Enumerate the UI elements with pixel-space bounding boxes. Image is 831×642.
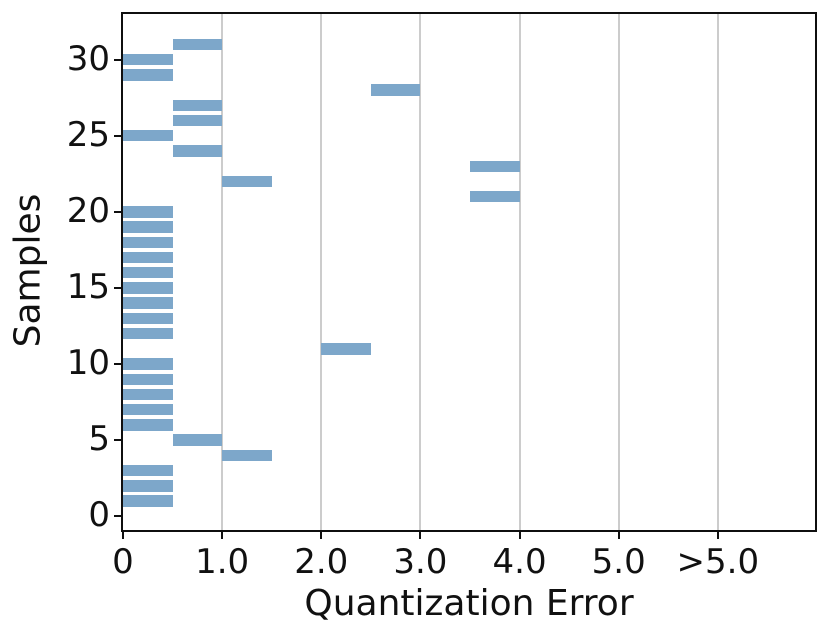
x-tickmark [320, 532, 323, 539]
bar-sample-15 [123, 282, 173, 294]
bar-sample-20 [123, 206, 173, 218]
x-tick-label: 5.0 [591, 542, 646, 582]
x-gridline [320, 14, 323, 530]
bar-sample-22 [222, 175, 272, 188]
bar-sample-7 [123, 404, 173, 416]
left-spine [121, 12, 123, 532]
x-tickmark [716, 532, 719, 539]
y-tick-label: 0 [88, 495, 110, 536]
x-tick-label: 0 [112, 542, 134, 582]
bar-sample-25 [123, 130, 173, 142]
y-tick-label: 25 [66, 114, 110, 155]
y-tickmark [114, 363, 121, 366]
x-tick-label: >5.0 [676, 542, 760, 582]
bar-sample-26 [172, 114, 223, 127]
x-tickmark [221, 532, 224, 539]
x-tickmark [617, 532, 620, 539]
bar-sample-2 [123, 480, 173, 492]
bar-sample-1 [123, 495, 173, 507]
y-tickmark [114, 439, 121, 442]
bar-sample-28 [370, 84, 421, 96]
y-tick-label: 20 [66, 190, 110, 231]
bar-sample-30 [123, 53, 173, 66]
y-tickmark [114, 515, 121, 518]
top-spine [121, 12, 817, 14]
bar-sample-16 [123, 267, 173, 279]
x-tick-label: 1.0 [195, 542, 250, 582]
x-gridline [617, 14, 620, 530]
bar-sample-17 [123, 251, 173, 264]
bar-sample-11 [321, 343, 371, 355]
y-tickmark [114, 286, 121, 289]
bar-sample-31 [172, 38, 223, 51]
y-tickmark [114, 134, 121, 137]
y-tick-label: 30 [66, 38, 110, 79]
bar-sample-12 [123, 327, 173, 340]
bar-sample-18 [123, 236, 173, 249]
bar-sample-4 [222, 449, 272, 462]
bar-sample-13 [123, 312, 173, 325]
x-tick-label: 3.0 [393, 542, 448, 582]
x-tickmark [122, 532, 124, 539]
y-tick-label: 15 [66, 266, 110, 307]
y-tickmark [114, 58, 121, 61]
x-gridline [518, 14, 521, 530]
bar-sample-23 [469, 160, 520, 172]
y-tick-label: 5 [88, 419, 110, 460]
y-axis-label: Samples [7, 193, 49, 348]
bar-sample-21 [469, 190, 520, 203]
x-gridline [419, 14, 422, 530]
bottom-spine [121, 530, 817, 532]
x-tickmark [518, 532, 521, 539]
bar-sample-29 [123, 69, 173, 81]
x-axis-label: Quantization Error [304, 583, 634, 624]
bar-sample-3 [123, 464, 173, 477]
x-tick-label: 4.0 [492, 542, 547, 582]
y-tickmark [114, 210, 121, 213]
bar-sample-27 [172, 99, 223, 112]
bar-sample-9 [123, 373, 173, 385]
bar-sample-8 [123, 388, 173, 401]
x-gridline [716, 14, 719, 530]
x-gridline [221, 14, 224, 530]
bar-sample-14 [123, 297, 173, 309]
bar-sample-19 [123, 221, 173, 233]
right-spine [815, 12, 817, 532]
bar-sample-24 [172, 145, 223, 157]
y-tick-label: 10 [66, 343, 110, 384]
bar-sample-5 [172, 434, 223, 446]
x-tick-label: 2.0 [294, 542, 349, 582]
bar-sample-10 [123, 358, 173, 370]
x-tickmark [419, 532, 422, 539]
bar-sample-6 [123, 419, 173, 431]
